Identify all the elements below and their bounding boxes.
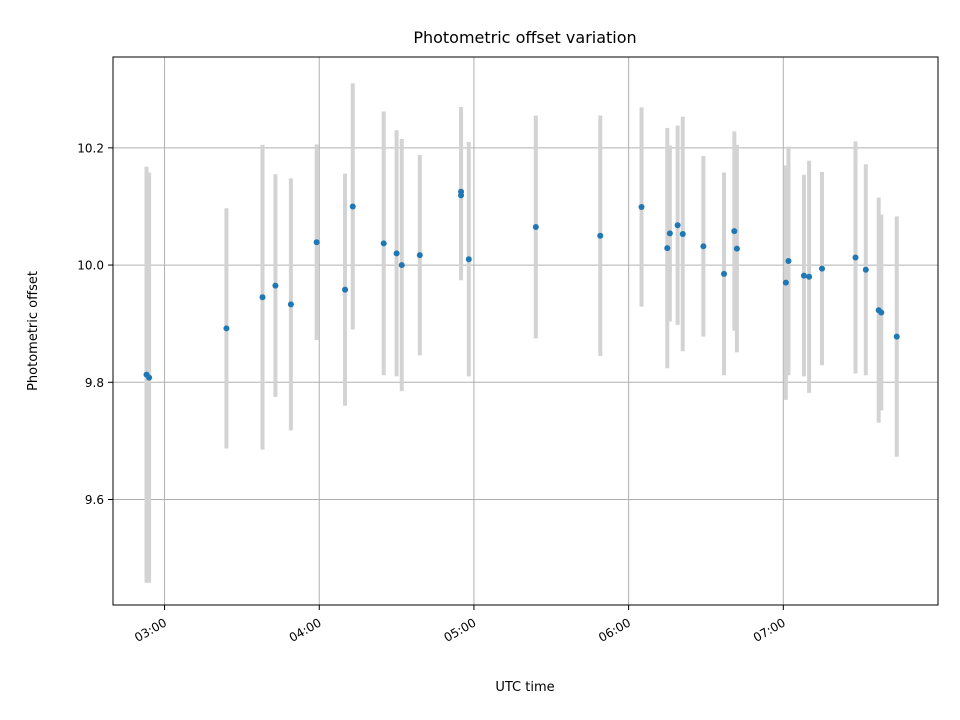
x-tick-label: 05:00: [441, 615, 478, 644]
y-axis-ticks: 9.6 9.8 10.0 10.2: [77, 141, 113, 507]
data-point: [398, 262, 405, 269]
data-point: [852, 254, 859, 261]
data-point: [223, 325, 230, 332]
data-point: [700, 243, 707, 250]
error-bars: [144, 83, 899, 583]
data-point: [272, 282, 279, 289]
data-point: [878, 309, 885, 316]
data-point: [532, 223, 539, 230]
data-point: [146, 374, 153, 381]
data-point: [664, 245, 671, 252]
data-point: [818, 265, 825, 272]
x-tick-label: 04:00: [287, 615, 324, 644]
chart-title: Photometric offset variation: [413, 28, 636, 47]
y-tick-label: 9.8: [85, 376, 104, 390]
x-tick-label: 03:00: [132, 615, 169, 644]
data-point: [342, 286, 349, 293]
data-point: [782, 279, 789, 286]
data-point: [893, 333, 900, 340]
data-point: [313, 239, 320, 246]
data-point: [349, 203, 356, 210]
x-tick-label: 06:00: [596, 615, 633, 644]
data-point: [666, 230, 673, 237]
data-point: [638, 204, 645, 211]
data-point: [733, 245, 740, 252]
data-point: [287, 301, 294, 308]
data-point: [597, 232, 604, 239]
y-tick-label: 9.6: [85, 493, 104, 507]
data-point: [465, 256, 472, 263]
data-point: [393, 250, 400, 257]
grid: [113, 57, 938, 605]
data-point: [380, 240, 387, 247]
y-tick-label: 10.0: [77, 259, 104, 273]
data-point: [800, 272, 807, 279]
data-point: [731, 228, 738, 235]
data-point: [259, 294, 266, 301]
y-tick-label: 10.2: [77, 141, 104, 155]
data-point: [806, 273, 813, 280]
data-point: [785, 257, 792, 264]
data-points: [143, 188, 900, 381]
plot-frame: [112, 56, 939, 606]
data-point: [416, 252, 423, 259]
data-point: [721, 270, 728, 277]
x-axis-label: UTC time: [495, 680, 554, 695]
data-point: [862, 266, 869, 273]
data-point: [679, 231, 686, 238]
data-point: [674, 222, 681, 229]
x-axis-ticks: 03:00 04:00 05:00 06:00 07:00: [132, 605, 788, 645]
data-point: [458, 192, 465, 199]
x-tick-label: 07:00: [751, 615, 788, 644]
y-axis-label: Photometric offset: [26, 271, 41, 391]
